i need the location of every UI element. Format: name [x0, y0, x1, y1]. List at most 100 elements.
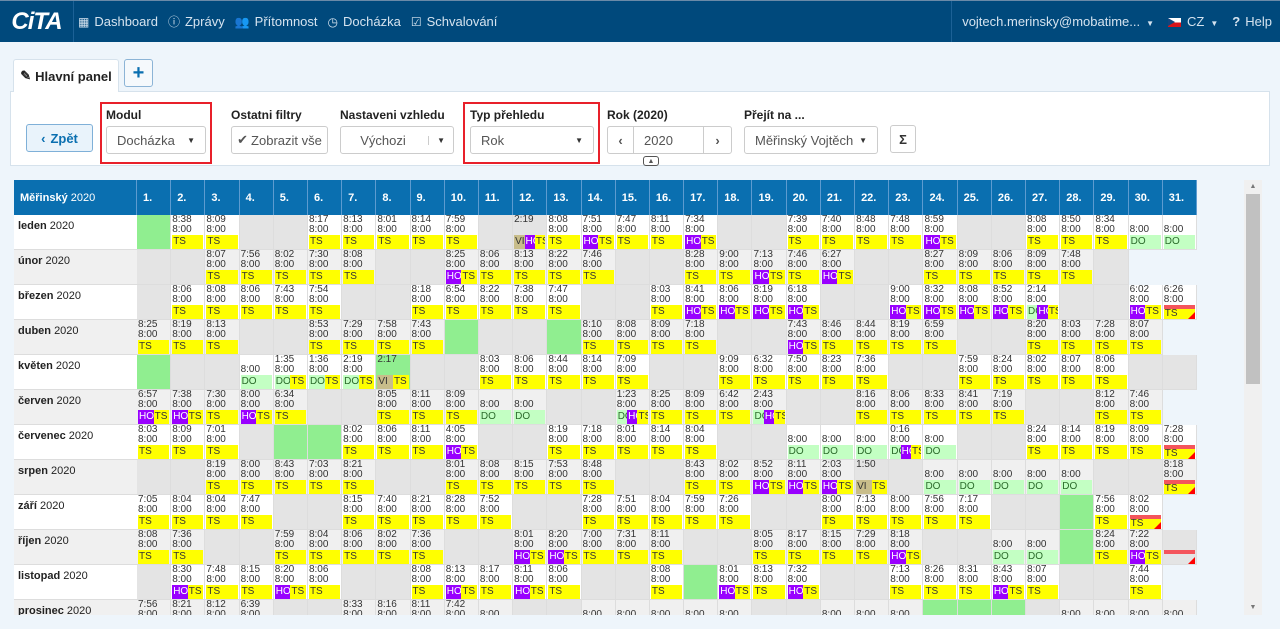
day-cell[interactable]: 7:36 8:00 TS [171, 530, 206, 565]
day-cell[interactable]: 8:04 8:00 TS [649, 495, 685, 530]
day-cell[interactable]: 8:25 8:00 HO TS [444, 250, 479, 285]
day-cell[interactable] [307, 390, 343, 425]
day-cell[interactable] [1060, 565, 1095, 600]
day-cell[interactable]: 8:08 8:00 TS [615, 320, 650, 355]
day-cell[interactable] [307, 425, 343, 460]
day-cell[interactable] [239, 425, 274, 460]
day-cell[interactable]: 8:21 8:00 TS [410, 495, 445, 530]
help-link[interactable]: ? Help [1232, 14, 1280, 29]
day-cell[interactable]: 8:00 DO [239, 355, 274, 390]
day-cell[interactable]: 8:08 8:00 TS [478, 460, 514, 495]
day-cell[interactable]: 8:03 8:00 TS [1060, 320, 1095, 355]
day-cell[interactable]: 6:57 8:00 HO TS [137, 390, 172, 425]
day-cell[interactable]: 8:13 8:00 TS [205, 320, 240, 355]
day-cell[interactable]: 8:09 8:00 TS [957, 250, 992, 285]
day-cell[interactable]: 7:30 8:00 TS [205, 390, 240, 425]
day-cell[interactable]: 7:48 8:00 TS [889, 215, 924, 250]
day-cell[interactable] [752, 320, 787, 355]
day-cell[interactable]: 7:28 8:00 TS [581, 495, 616, 530]
day-cell[interactable]: 7:36 8:00 TS [855, 355, 890, 390]
day-cell[interactable] [273, 320, 308, 355]
day-cell[interactable]: 7:32 8:00 HO TS [786, 565, 821, 600]
day-cell[interactable]: 7:05 8:00 TS [137, 495, 172, 530]
day-cell[interactable]: 8:02 8:00 TS [1128, 495, 1163, 530]
day-cell[interactable]: 7:29 8:00 TS [342, 320, 377, 355]
day-cell[interactable]: 8:11 8:00 TS [410, 390, 445, 425]
day-cell[interactable]: 8:18 8:00 TS [410, 285, 445, 320]
day-cell[interactable]: 8:11 8:00 HO TS [513, 565, 548, 600]
day-cell[interactable] [1060, 285, 1095, 320]
day-cell[interactable]: 8:22 8:00 TS [478, 285, 514, 320]
day-cell[interactable]: 8:00 [1094, 600, 1129, 615]
day-cell[interactable]: 7:34 8:00 HO TS [684, 215, 719, 250]
day-cell[interactable]: 8:43 8:00 TS [684, 460, 719, 495]
day-cell[interactable]: 8:28 8:00 TS [444, 495, 479, 530]
day-cell[interactable]: 8:59 8:00 HO TS [923, 215, 958, 250]
day-cell[interactable] [547, 390, 582, 425]
day-cell[interactable] [752, 495, 787, 530]
day-cell[interactable]: 8:09 8:00 TS [444, 390, 479, 425]
day-cell[interactable]: 8:52 8:00 HO TS [991, 285, 1027, 320]
day-cell[interactable]: 8:02 8:00 TS [1026, 355, 1061, 390]
day-cell[interactable]: 8:20 8:00 TS [1026, 320, 1061, 355]
day-cell[interactable]: 7:18 8:00 TS [581, 425, 616, 460]
day-cell[interactable] [273, 215, 308, 250]
day-cell[interactable] [820, 285, 856, 320]
day-cell[interactable] [478, 425, 514, 460]
day-cell[interactable]: 8:04 8:00 TS [307, 530, 343, 565]
day-cell[interactable]: 8:27 8:00 TS [923, 250, 958, 285]
day-cell[interactable]: 8:00 8:00 TS [239, 460, 274, 495]
day-cell[interactable]: 1:50 VI TS [855, 460, 890, 495]
nav-dochazka[interactable]: ◷ Docházka [328, 14, 401, 29]
day-cell[interactable] [855, 565, 890, 600]
day-cell[interactable]: 7:43 8:00 TS [273, 285, 308, 320]
day-cell[interactable]: 7:31 8:00 TS [615, 530, 650, 565]
day-cell[interactable]: 8:06 8:00 HO TS [718, 285, 753, 320]
day-cell[interactable]: 8:00 DO [478, 390, 514, 425]
day-cell[interactable] [410, 250, 445, 285]
day-cell[interactable] [991, 215, 1027, 250]
day-cell[interactable]: 8:00 [718, 600, 753, 615]
day-cell[interactable]: 7:40 8:00 TS [376, 495, 411, 530]
day-cell[interactable]: 7:54 8:00 TS [307, 285, 343, 320]
day-cell[interactable]: 8:34 8:00 TS [1094, 215, 1129, 250]
day-cell[interactable]: 7:52 8:00 TS [478, 495, 514, 530]
day-cell[interactable]: 8:04 8:00 TS [171, 495, 206, 530]
day-cell[interactable]: 8:00 [1162, 600, 1197, 615]
day-cell[interactable]: 8:23 8:00 TS [820, 355, 856, 390]
day-cell[interactable]: 8:08 8:00 TS [649, 565, 685, 600]
day-cell[interactable] [239, 215, 274, 250]
day-cell[interactable]: 7:28 8:00 TS [1162, 425, 1197, 460]
day-cell[interactable] [581, 390, 616, 425]
day-cell[interactable] [957, 530, 992, 565]
day-cell[interactable]: 8:00 DO [855, 425, 890, 460]
day-cell[interactable] [718, 530, 753, 565]
day-cell[interactable]: 8:11 8:00 HO TS [786, 460, 821, 495]
day-cell[interactable]: 8:01 8:00 TS [376, 215, 411, 250]
scroll-down-icon[interactable]: ▼ [1249, 604, 1257, 611]
day-cell[interactable]: 1:35 8:00 DO TS [273, 355, 308, 390]
day-cell[interactable]: 8:06 8:00 TS [547, 565, 582, 600]
day-cell[interactable] [923, 530, 958, 565]
day-cell[interactable] [855, 285, 890, 320]
day-cell[interactable]: 9:00 8:00 HO TS [889, 285, 924, 320]
day-cell[interactable] [273, 495, 308, 530]
day-cell[interactable] [273, 425, 308, 460]
language-menu[interactable]: CZ ▼ [1168, 14, 1218, 29]
day-cell[interactable]: 7:44 8:00 TS [1128, 565, 1163, 600]
day-cell[interactable] [137, 565, 172, 600]
day-cell[interactable] [1026, 390, 1061, 425]
day-cell[interactable] [615, 460, 650, 495]
day-cell[interactable]: 8:50 8:00 TS [1060, 215, 1095, 250]
day-cell[interactable]: 8:26 8:00 TS [923, 565, 958, 600]
day-cell[interactable] [137, 460, 172, 495]
day-cell[interactable]: 7:568:00 [137, 600, 172, 615]
day-cell[interactable]: 8:07 8:00 TS [1060, 355, 1095, 390]
day-cell[interactable]: 8:00 [855, 600, 890, 615]
day-cell[interactable] [752, 600, 787, 615]
day-cell[interactable]: 8:15 8:00 TS [342, 495, 377, 530]
day-cell[interactable]: 9:00 8:00 TS [718, 250, 753, 285]
day-cell[interactable]: 7:13 8:00 TS [855, 495, 890, 530]
day-cell[interactable] [376, 250, 411, 285]
day-cell[interactable]: 8:13 8:00 HO TS [444, 565, 479, 600]
